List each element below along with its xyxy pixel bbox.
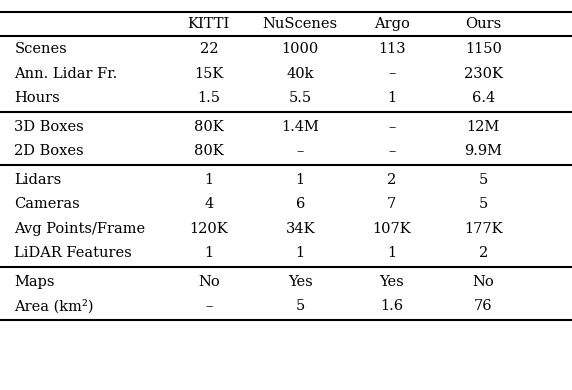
Text: 6: 6: [296, 197, 305, 211]
Text: –: –: [205, 300, 212, 314]
Text: 5.5: 5.5: [289, 91, 312, 105]
Text: 80K: 80K: [194, 144, 224, 158]
Text: –: –: [388, 144, 395, 158]
Text: 9.9M: 9.9M: [464, 144, 502, 158]
Text: 80K: 80K: [194, 120, 224, 134]
Text: –: –: [297, 144, 304, 158]
Text: NuScenes: NuScenes: [263, 17, 338, 31]
Text: Maps: Maps: [14, 275, 55, 289]
Text: Argo: Argo: [374, 17, 410, 31]
Text: Yes: Yes: [379, 275, 404, 289]
Text: Lidars: Lidars: [14, 173, 62, 187]
Text: 7: 7: [387, 197, 396, 211]
Text: 1: 1: [387, 91, 396, 105]
Text: Avg Points/Frame: Avg Points/Frame: [14, 222, 145, 236]
Text: 1: 1: [296, 173, 305, 187]
Text: LiDAR Features: LiDAR Features: [14, 246, 132, 261]
Text: Ann. Lidar Fr.: Ann. Lidar Fr.: [14, 67, 118, 81]
Text: 5: 5: [296, 300, 305, 314]
Text: Hours: Hours: [14, 91, 60, 105]
Text: 12M: 12M: [467, 120, 500, 134]
Text: KITTI: KITTI: [188, 17, 230, 31]
Text: 1: 1: [204, 173, 213, 187]
Text: 3D Boxes: 3D Boxes: [14, 120, 84, 134]
Text: 6.4: 6.4: [472, 91, 495, 105]
Text: 120K: 120K: [189, 222, 228, 236]
Text: 2: 2: [479, 246, 488, 261]
Text: 177K: 177K: [464, 222, 503, 236]
Text: 5: 5: [479, 173, 488, 187]
Text: 22: 22: [200, 42, 218, 56]
Text: 1: 1: [204, 246, 213, 261]
Text: 2D Boxes: 2D Boxes: [14, 144, 84, 158]
Text: 113: 113: [378, 42, 406, 56]
Text: 230K: 230K: [464, 67, 503, 81]
Text: Ours: Ours: [465, 17, 502, 31]
Text: 40k: 40k: [287, 67, 314, 81]
Text: 1150: 1150: [465, 42, 502, 56]
Text: 1000: 1000: [281, 42, 319, 56]
Text: –: –: [388, 120, 395, 134]
Text: Scenes: Scenes: [14, 42, 67, 56]
Text: 1: 1: [296, 246, 305, 261]
Text: 1.6: 1.6: [380, 300, 403, 314]
Text: 1.5: 1.5: [197, 91, 220, 105]
Text: Yes: Yes: [288, 275, 313, 289]
Text: Cameras: Cameras: [14, 197, 80, 211]
Text: 1.4M: 1.4M: [281, 120, 319, 134]
Text: 76: 76: [474, 300, 492, 314]
Text: 1: 1: [387, 246, 396, 261]
Text: –: –: [388, 67, 395, 81]
Text: Area (km²): Area (km²): [14, 299, 94, 314]
Text: 34K: 34K: [285, 222, 315, 236]
Text: No: No: [198, 275, 220, 289]
Text: 15K: 15K: [194, 67, 224, 81]
Text: 2: 2: [387, 173, 396, 187]
Text: 4: 4: [204, 197, 213, 211]
Text: No: No: [472, 275, 494, 289]
Text: 107K: 107K: [372, 222, 411, 236]
Text: 5: 5: [479, 197, 488, 211]
